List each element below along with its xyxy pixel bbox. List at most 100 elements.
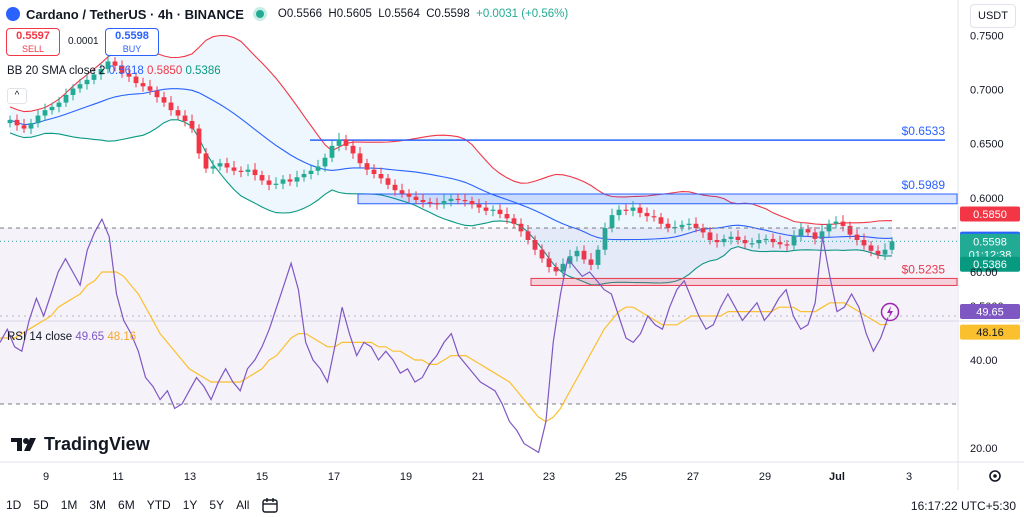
rsi-ma-line (0, 271, 889, 423)
timeframe-1y[interactable]: 1Y (182, 498, 198, 512)
candle-body (651, 216, 657, 218)
price-axis-label: 0.5386 (973, 259, 1007, 271)
buy-button[interactable]: 0.5598 BUY (105, 28, 159, 56)
timeframe-5y[interactable]: 5Y (209, 498, 225, 512)
candle-body (14, 119, 20, 126)
bb-legend-basis: 0.5618 (108, 65, 144, 77)
candle-body (294, 177, 300, 182)
candle-body (840, 221, 846, 226)
timeframe-5d[interactable]: 5D (33, 498, 49, 512)
candle-body (882, 249, 888, 255)
candle-body (91, 74, 97, 80)
rsi-legend[interactable]: RSI 14 close 49.65 48.16 (7, 331, 136, 343)
candle-body (476, 204, 482, 208)
candle-body (63, 95, 69, 103)
time-tick-label: 25 (615, 471, 627, 483)
timeframe-1d[interactable]: 1D (6, 498, 22, 512)
candle-body (154, 90, 160, 98)
bb-legend-name: BB 20 SMA close 2 (7, 65, 106, 77)
candle-body (315, 166, 321, 171)
candle-body (406, 193, 412, 197)
alert-icon[interactable] (880, 302, 900, 322)
time-tick-label: 15 (256, 471, 268, 483)
time-tick-label: 29 (759, 471, 771, 483)
candle-body (434, 203, 440, 205)
rsi-line (0, 217, 889, 454)
candle-body (322, 157, 328, 167)
candle-body (140, 83, 146, 87)
candle-body (35, 115, 41, 124)
candle-body (735, 236, 741, 240)
candle-body (763, 238, 769, 241)
candle-body (525, 231, 531, 240)
candle-body (637, 207, 643, 213)
candle-body (875, 250, 881, 255)
bb-legend-upper: 0.5850 (147, 65, 183, 77)
candle-body (98, 69, 104, 75)
candle-body (609, 215, 615, 229)
candle-body (546, 258, 552, 268)
candle-body (266, 180, 272, 185)
currency-selector[interactable]: USDT (970, 4, 1016, 28)
candle-body (574, 250, 580, 257)
candle-body (371, 169, 377, 174)
ohlc-readout: O0.5566 H0.5605 L0.5564 C0.5598 +0.0031 … (278, 8, 568, 20)
collapse-legend-button[interactable]: ^ (7, 88, 27, 104)
timeframe-1m[interactable]: 1M (60, 498, 78, 512)
tradingview-wordmark: TradingView (44, 434, 150, 454)
rsi-tick-label: 20.00 (970, 443, 998, 455)
rsi-axis-label-bg (960, 304, 1020, 320)
timeframe-6m[interactable]: 6M (118, 498, 135, 512)
bb-legend[interactable]: BB 20 SMA close 2 0.5618 0.5850 0.5386 (7, 65, 221, 77)
price-axis-label-bg (960, 206, 1020, 222)
candle-body (357, 153, 363, 164)
timeframe-ytd[interactable]: YTD (146, 498, 171, 512)
candle-body (133, 76, 139, 84)
clock-readout[interactable]: 16:17:22 UTC+5:30 (910, 499, 1016, 513)
candle-body (385, 178, 391, 185)
candle-body (224, 163, 230, 168)
calendar-icon[interactable] (262, 497, 278, 513)
candle-body (392, 184, 398, 191)
candle-body (784, 244, 790, 246)
price-tick-label: 0.6500 (970, 139, 1004, 151)
tradingview-logo-icon (11, 437, 36, 451)
level-label: $0.5989 (902, 178, 946, 192)
sell-label: SELL (21, 44, 45, 54)
candle-body (350, 145, 356, 154)
timeframe-3m[interactable]: 3M (89, 498, 107, 512)
candle-body (497, 209, 503, 215)
candle-body (273, 183, 279, 185)
candle-body (147, 86, 153, 91)
candle-body (553, 267, 559, 272)
gear-icon[interactable] (988, 469, 1002, 483)
candle-body (28, 123, 34, 129)
candle-body (686, 223, 692, 225)
candle-body (756, 239, 762, 244)
candle-body (126, 73, 132, 77)
candle-body (819, 231, 825, 239)
candle-body (238, 170, 244, 172)
candle-body (119, 65, 125, 74)
rsi-axis-label: 49.65 (976, 307, 1004, 319)
candle-body (49, 106, 55, 111)
rsi-tick-label: 60.00 (970, 267, 998, 279)
candle-body (728, 236, 734, 239)
candle-body (798, 229, 804, 236)
level-label: $0.5235 (902, 262, 946, 276)
level-zone (530, 277, 958, 286)
candle-body (861, 239, 867, 246)
candle-body (833, 221, 839, 224)
candle-body (700, 228, 706, 233)
candle-body (847, 225, 853, 235)
time-tick-label: 13 (184, 471, 196, 483)
candle-body (308, 170, 314, 174)
candle-body (658, 217, 664, 224)
candle-body (714, 239, 720, 243)
bb-lower-line (9, 119, 893, 286)
sell-button[interactable]: 0.5597 SELL (6, 28, 60, 56)
symbol-title[interactable]: Cardano / TetherUS · 4h · BINANCE (26, 6, 244, 22)
timeframe-all[interactable]: All (236, 498, 250, 512)
buy-price: 0.5598 (115, 30, 149, 42)
